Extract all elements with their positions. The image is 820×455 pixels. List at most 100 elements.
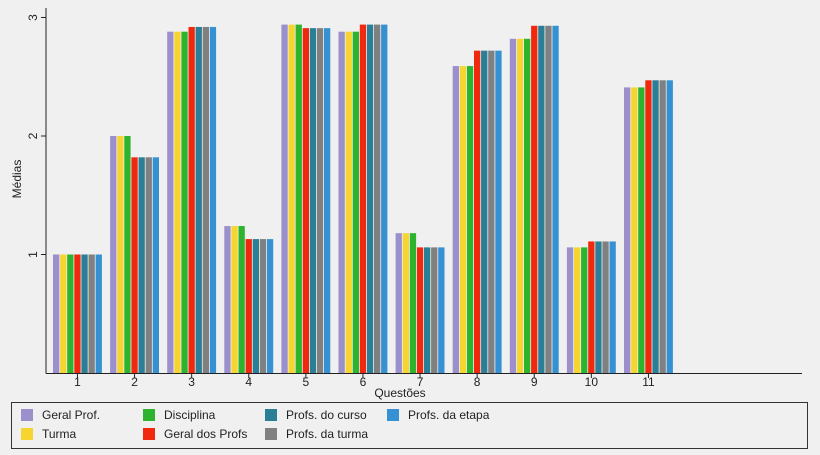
- legend-swatch: [387, 409, 399, 421]
- bar: [531, 25, 538, 374]
- x-tick-label: 4: [245, 375, 252, 389]
- bar: [259, 239, 267, 373]
- bar: [438, 247, 445, 373]
- bar: [95, 254, 102, 373]
- bar: [545, 25, 552, 374]
- bar: [452, 66, 459, 373]
- bar: [488, 50, 495, 373]
- bar: [481, 50, 488, 373]
- bar: [659, 80, 666, 373]
- legend-swatch: [143, 409, 155, 421]
- bar: [295, 24, 302, 374]
- bar: [416, 247, 424, 373]
- bar: [574, 247, 581, 373]
- bar: [202, 26, 209, 374]
- bar: [366, 24, 374, 374]
- legend-item: Disciplina: [143, 408, 215, 422]
- bar: [581, 247, 588, 373]
- bar: [624, 87, 631, 374]
- bar: [459, 66, 467, 373]
- legend-swatch: [21, 409, 33, 421]
- x-tick-label: 11: [642, 375, 655, 389]
- bar: [424, 247, 431, 373]
- y-tick-label: 2: [26, 132, 40, 139]
- legend-label: Profs. da etapa: [408, 408, 490, 422]
- bar: [609, 241, 616, 373]
- bar: [324, 28, 331, 374]
- bar: [509, 38, 517, 374]
- bar: [431, 247, 438, 373]
- bar: [281, 24, 288, 374]
- legend-label: Geral dos Profs: [164, 427, 248, 441]
- bar: [538, 25, 545, 374]
- bar: [167, 31, 174, 373]
- bar: [117, 135, 124, 373]
- bar: [224, 226, 231, 373]
- bar: [409, 233, 417, 373]
- bars-layer: [53, 24, 673, 374]
- legend-swatch: [21, 428, 33, 440]
- bar: [595, 241, 602, 373]
- legend-label: Geral Prof.: [42, 408, 101, 422]
- bar: [67, 254, 74, 373]
- bar: [395, 233, 402, 373]
- bar: [181, 31, 188, 373]
- bar: [124, 135, 131, 373]
- bar: [231, 226, 238, 373]
- bar: [631, 87, 638, 374]
- legend-label: Profs. da turma: [286, 427, 369, 441]
- bar: [516, 38, 524, 374]
- x-tick-label: 8: [474, 375, 481, 389]
- legend-item: Geral dos Profs: [143, 427, 247, 441]
- bar: [495, 50, 502, 373]
- bar: [638, 87, 645, 374]
- bar: [88, 254, 95, 373]
- bar: [566, 247, 574, 373]
- bar: [152, 157, 159, 373]
- bar: [60, 254, 67, 373]
- bar: [110, 135, 117, 373]
- bar: [474, 50, 481, 373]
- bar: [602, 241, 609, 373]
- bar: [524, 38, 531, 374]
- bar: [381, 24, 388, 374]
- legend-item: Profs. da turma: [265, 427, 368, 441]
- bar: [309, 28, 317, 374]
- bar: [252, 239, 259, 373]
- legend-item: Geral Prof.: [21, 408, 100, 422]
- bar: [645, 80, 652, 373]
- bar: [174, 31, 181, 373]
- legend-item: Turma: [21, 427, 76, 441]
- legend-item: Profs. da etapa: [387, 408, 489, 422]
- bar: [359, 24, 367, 374]
- bar: [345, 31, 352, 373]
- bar: [288, 24, 295, 374]
- legend-item: Profs. do curso: [265, 408, 367, 422]
- x-tick-label: 6: [360, 375, 367, 389]
- bar: [316, 28, 324, 374]
- bar: [302, 28, 309, 374]
- bar: [352, 31, 359, 373]
- bar: [466, 66, 474, 373]
- y-tick-label: 3: [26, 14, 40, 21]
- legend-swatch: [265, 409, 277, 421]
- bar: [195, 26, 202, 374]
- legend-swatch: [265, 428, 277, 440]
- legend: Geral Prof. Turma Disciplina Geral dos Prof…: [11, 402, 808, 449]
- bar: [652, 80, 659, 373]
- bar: [53, 254, 60, 373]
- x-tick-label: 9: [531, 375, 538, 389]
- bar: [145, 157, 152, 373]
- bar: [188, 26, 195, 374]
- bar: [74, 254, 81, 373]
- x-tick-label: 2: [131, 375, 138, 389]
- x-tick-label: 1: [74, 375, 81, 389]
- bar: [131, 157, 138, 373]
- bar: [666, 80, 673, 373]
- legend-swatch: [143, 428, 155, 440]
- x-tick-label: 3: [188, 375, 195, 389]
- bar: [374, 24, 381, 374]
